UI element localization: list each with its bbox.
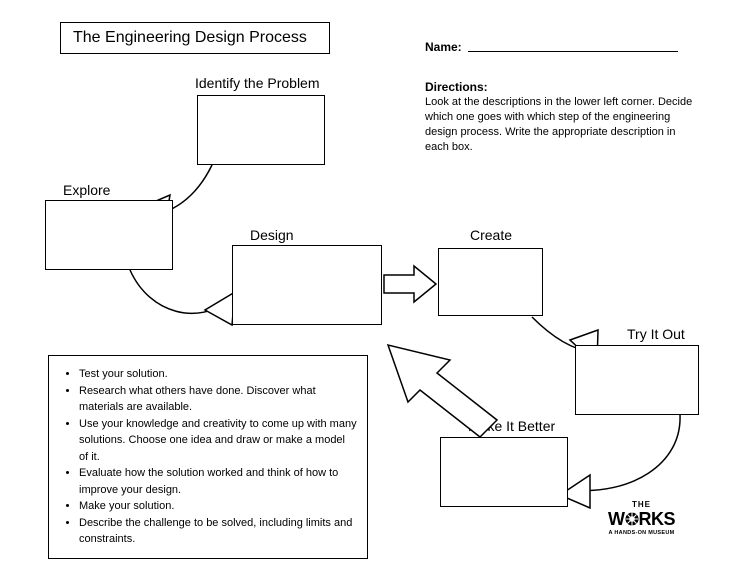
step-box-identify: [197, 95, 325, 165]
list-item: Research what others have done. Discover…: [79, 383, 357, 416]
directions-text: Look at the descriptions in the lower le…: [425, 95, 695, 154]
arrow-tryitout-to-makeitbetter-curve: [572, 415, 680, 491]
step-box-create: [438, 248, 543, 316]
list-item: Describe the challenge to be solved, inc…: [79, 515, 357, 548]
name-blank-line: [468, 51, 678, 52]
list-item: Evaluate how the solution worked and thi…: [79, 465, 357, 498]
logo-tagline: A HANDS-ON MUSEUM: [608, 530, 675, 536]
step-label-explore: Explore: [63, 182, 110, 198]
step-label-makeitbetter: Make It Better: [468, 418, 555, 434]
list-item: Test your solution.: [79, 366, 357, 383]
gear-icon: [625, 511, 639, 527]
step-label-identify: Identify the Problem: [195, 75, 320, 91]
step-box-explore: [45, 200, 173, 270]
step-box-makeitbetter: [440, 437, 568, 507]
worksheet-title: The Engineering Design Process: [60, 22, 330, 54]
works-logo: THE WRKS A HANDS-ON MUSEUM: [608, 500, 675, 536]
directions-label: Directions:: [425, 80, 488, 94]
list-item: Use your knowledge and creativity to com…: [79, 416, 357, 466]
step-label-design: Design: [250, 227, 294, 243]
step-box-tryitout: [575, 345, 699, 415]
step-box-design: [232, 245, 382, 325]
logo-the: THE: [608, 500, 675, 509]
descriptions-list: Test your solution. Research what others…: [79, 366, 357, 548]
arrow-explore-to-design-curve: [130, 270, 228, 313]
list-item: Make your solution.: [79, 498, 357, 515]
step-label-tryitout: Try It Out: [627, 326, 685, 342]
arrow-design-to-create: [384, 266, 436, 302]
descriptions-box: Test your solution. Research what others…: [48, 355, 368, 559]
step-label-create: Create: [470, 227, 512, 243]
arrow-explore-to-design-head: [205, 292, 235, 325]
name-label: Name:: [425, 40, 462, 54]
logo-works: WRKS: [608, 509, 675, 530]
worksheet-title-text: The Engineering Design Process: [73, 29, 307, 46]
